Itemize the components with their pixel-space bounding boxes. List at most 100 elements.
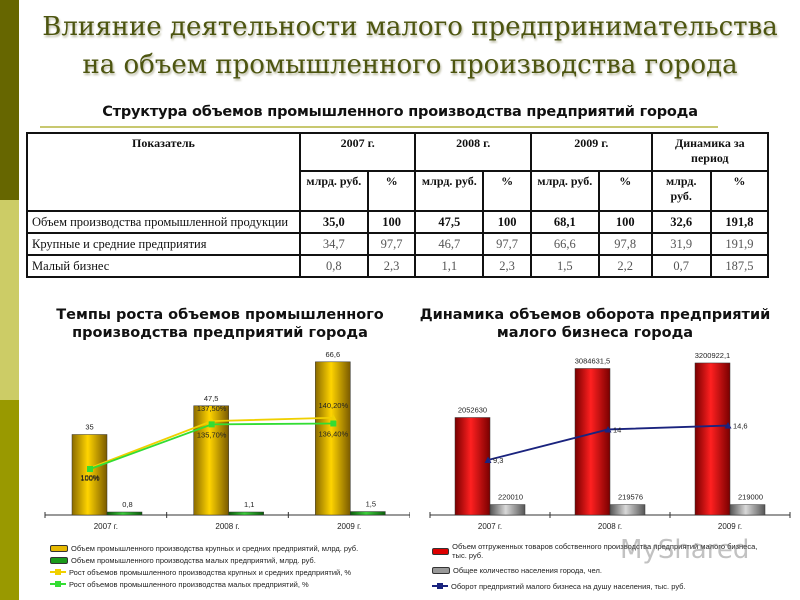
legend-label: Объем отгруженных товаров собственного п…	[452, 542, 758, 560]
cell: 187,5	[710, 254, 770, 278]
header-unit-pct: %	[367, 170, 417, 212]
chart-1-growth-rates: 2007 г. 2008 г. 2009 г. 35 47,5 66,6 0,8 1,1 1,5…	[44, 350, 410, 531]
cell: 0,7	[650, 254, 712, 278]
legend-label: Объем промышленного производства крупных…	[71, 543, 359, 553]
legend-label: Рост объемов промышленного производства …	[69, 567, 352, 577]
row-label: Малый бизнес	[26, 254, 301, 278]
header-year-2008: 2008 г.	[414, 132, 532, 172]
table-subtitle: Структура объемов промышленного производ…	[102, 104, 698, 120]
legend-line-marker-icon	[432, 583, 448, 589]
table-row: Объем производства промышленной продукци…	[26, 210, 770, 234]
production-table: Показатель 2007 г. 2008 г. 2009 г. Динам…	[26, 132, 770, 278]
cell: 100	[598, 210, 653, 234]
chart-1-legend: Объем промышленного производства крупных…	[50, 542, 358, 590]
chart-2-small-business-turnover: 2007 г. 2008 г. 2009 г. 2052630 3084631,5 320…	[429, 351, 791, 531]
cell: 68,1	[529, 210, 600, 234]
sidebar-segment-light	[0, 200, 19, 400]
chart-2-legend: Объем отгруженных товаров собственного п…	[432, 542, 772, 596]
legend-item: Объем промышленного производства малых п…	[50, 554, 358, 566]
header-unit-pct: %	[482, 170, 532, 212]
svg-text:2009 г.: 2009 г.	[337, 522, 361, 531]
subtitle-underline	[40, 126, 718, 128]
header-unit-bln: млрд. руб.	[298, 170, 369, 212]
cell: 46,7	[414, 232, 485, 256]
svg-text:3200922,1: 3200922,1	[695, 351, 730, 360]
watermark: MyShared	[620, 535, 750, 565]
svg-text:0,8: 0,8	[122, 500, 132, 509]
svg-text:140,20%: 140,20%	[319, 401, 349, 410]
header-unit-pct: %	[598, 170, 653, 212]
cell: 1,5	[529, 254, 600, 278]
svg-text:66,6: 66,6	[326, 350, 341, 359]
cell: 1,1	[414, 254, 485, 278]
header-unit-pct: %	[710, 170, 770, 212]
legend-item: Объем отгруженных товаров собственного п…	[432, 542, 772, 560]
cell: 100	[482, 210, 532, 234]
cell: 31,9	[650, 232, 712, 256]
svg-text:3084631,5: 3084631,5	[575, 356, 610, 365]
svg-text:1,5: 1,5	[366, 500, 376, 509]
legend-item: Оборот предприятий малого бизнеса на душ…	[432, 580, 772, 592]
cell: 34,7	[298, 232, 369, 256]
legend-bar-swatch-icon	[432, 547, 450, 555]
cell: 35,0	[298, 210, 369, 234]
legend-item: Общее количество населения города, чел.	[432, 564, 772, 576]
chart-2-title: Динамика объемов оборота предприятий мал…	[419, 307, 771, 341]
svg-text:2009 г.: 2009 г.	[718, 522, 742, 531]
legend-line-marker-icon	[50, 569, 66, 575]
cell: 97,7	[367, 232, 417, 256]
cell: 2,3	[482, 254, 532, 278]
svg-text:35: 35	[85, 423, 93, 432]
cell: 2,3	[367, 254, 417, 278]
cell: 47,5	[414, 210, 485, 234]
legend-line-marker-icon	[50, 581, 66, 587]
svg-text:2008 г.: 2008 г.	[215, 522, 239, 531]
cell: 0,8	[298, 254, 369, 278]
legend-bar-swatch-icon	[50, 556, 68, 564]
legend-label: Общее количество населения города, чел.	[453, 565, 602, 575]
table-row: Малый бизнес 0,8 2,3 1,1 2,3 1,5 2,2 0,7…	[26, 254, 770, 278]
chart-1-title: Темпы роста объемов промышленного произв…	[56, 307, 384, 341]
header-year-2009: 2009 г.	[529, 132, 653, 172]
svg-text:219576: 219576	[618, 493, 643, 502]
cell: 66,6	[529, 232, 600, 256]
header-dynamics: Динамика за период	[650, 132, 770, 172]
cell: 191,9	[710, 232, 770, 256]
svg-text:135,70%: 135,70%	[197, 430, 227, 439]
svg-text:220010: 220010	[498, 493, 523, 502]
svg-text:1,1: 1,1	[244, 500, 254, 509]
svg-text:2052630: 2052630	[458, 406, 487, 415]
svg-text:2008 г.: 2008 г.	[598, 522, 622, 531]
svg-text:100%: 100%	[80, 473, 100, 482]
cell: 191,8	[710, 210, 770, 234]
sidebar-segment-mid	[0, 400, 19, 600]
svg-text:47,5: 47,5	[204, 394, 219, 403]
header-unit-bln: млрд. руб.	[414, 170, 485, 212]
svg-text:100%: 100%	[80, 474, 100, 483]
header-unit-bln: млрд. руб.	[650, 170, 712, 212]
legend-label: Рост объемов промышленного производства …	[69, 579, 309, 589]
cell: 32,6	[650, 210, 712, 234]
svg-text:219000: 219000	[738, 493, 763, 502]
legend-bar-swatch-icon	[432, 566, 450, 574]
table-row: Крупные и средние предприятия 34,7 97,7 …	[26, 232, 770, 256]
svg-text:14: 14	[613, 425, 621, 434]
cell: 97,8	[598, 232, 653, 256]
svg-text:136,40%: 136,40%	[319, 430, 349, 439]
svg-text:2007 г.: 2007 г.	[94, 522, 118, 531]
legend-item: Объем промышленного производства крупных…	[50, 542, 358, 554]
svg-text:14,6: 14,6	[733, 422, 748, 431]
header-indicator: Показатель	[26, 132, 301, 212]
sidebar-stripe	[0, 0, 19, 600]
row-label: Крупные и средние предприятия	[26, 232, 301, 256]
cell: 97,7	[482, 232, 532, 256]
slide-title: Влияние деятельности малого предпринимат…	[20, 8, 800, 84]
svg-text:9,3: 9,3	[493, 456, 503, 465]
legend-bar-swatch-icon	[50, 544, 68, 552]
legend-item: Рост объемов промышленного производства …	[50, 578, 358, 590]
legend-label: Объем промышленного производства малых п…	[71, 555, 316, 565]
title-line-2: на объем промышленного производства горо…	[82, 50, 738, 80]
legend-label: Оборот предприятий малого бизнеса на душ…	[451, 581, 686, 591]
row-label: Объем производства промышленной продукци…	[26, 210, 301, 234]
title-line-1: Влияние деятельности малого предпринимат…	[42, 12, 778, 42]
